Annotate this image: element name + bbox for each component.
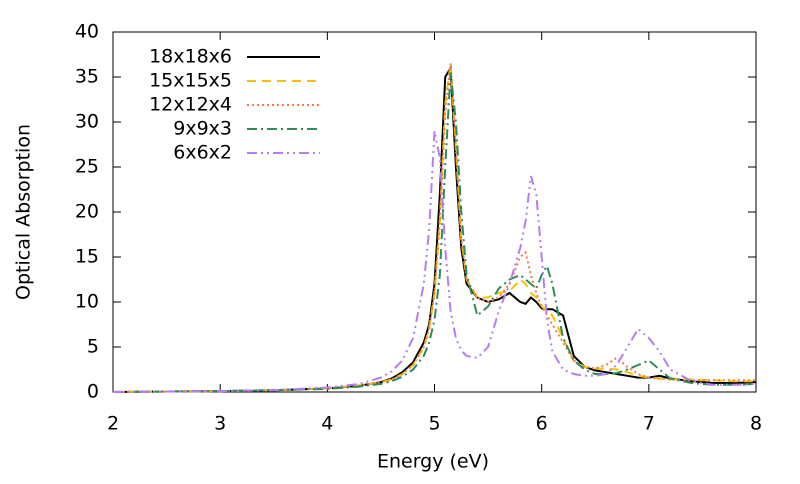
- legend-label: 9x9x3: [173, 118, 232, 140]
- legend-label: 12x12x4: [149, 94, 232, 116]
- x-tick-label: 6: [536, 413, 548, 435]
- y-axis-label: Optical Absorption: [13, 124, 35, 300]
- y-tick-label: 5: [87, 336, 99, 358]
- x-tick-label: 7: [643, 413, 655, 435]
- series-line: [112, 63, 756, 393]
- y-tick-label: 35: [75, 66, 99, 88]
- y-tick-label: 10: [75, 291, 99, 313]
- x-tick-label: 2: [107, 413, 119, 435]
- y-tick-label: 40: [75, 21, 99, 43]
- x-tick-label: 8: [750, 413, 762, 435]
- x-tick-label: 4: [321, 413, 333, 435]
- y-tick-label: 25: [75, 156, 99, 178]
- legend-label: 15x15x5: [149, 70, 232, 92]
- y-tick-label: 15: [75, 246, 99, 268]
- y-tick-label: 30: [75, 111, 99, 133]
- x-tick-label: 5: [428, 413, 440, 435]
- x-tick-label: 3: [214, 413, 226, 435]
- series-line: [112, 130, 757, 393]
- x-axis-label: Energy (eV): [377, 451, 489, 473]
- series-line: [112, 72, 757, 393]
- y-tick-label: 20: [75, 201, 99, 223]
- legend-label: 18x18x6: [149, 46, 232, 68]
- series-line: [112, 64, 757, 393]
- y-tick-label: 0: [87, 381, 99, 403]
- legend-label: 6x6x2: [173, 142, 232, 164]
